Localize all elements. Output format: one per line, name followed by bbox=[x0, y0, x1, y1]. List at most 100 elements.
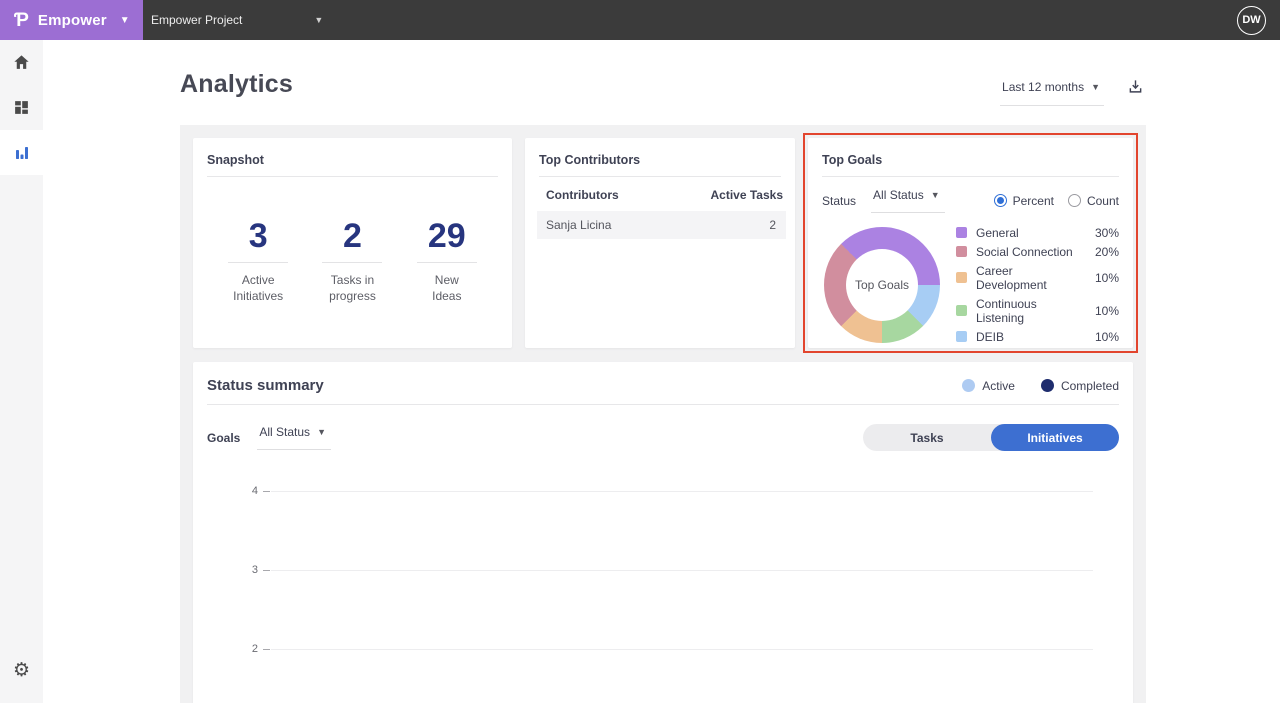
contributors-table-header: Contributors Active Tasks bbox=[525, 177, 795, 211]
chevron-down-icon: ▼ bbox=[317, 427, 326, 437]
card-title: Top Goals bbox=[822, 153, 883, 167]
contributor-row[interactable]: Sanja Licina 2 bbox=[537, 211, 786, 239]
metric-new-ideas: 29 New Ideas bbox=[416, 217, 477, 305]
top-goals-legend: General 30% Social Connection 20% Career… bbox=[956, 223, 1119, 346]
download-icon bbox=[1126, 80, 1145, 101]
sidebar-item-analytics[interactable] bbox=[0, 130, 43, 175]
top-contributors-card: Top Contributors Contributors Active Tas… bbox=[525, 138, 795, 348]
divider bbox=[207, 404, 1119, 405]
tasks-initiatives-toggle: Tasks Initiatives bbox=[863, 424, 1119, 451]
metric-active-initiatives: 3 Active Initiatives bbox=[228, 218, 289, 305]
legend-completed: Completed bbox=[1040, 379, 1119, 393]
donut-center-label: Top Goals bbox=[854, 277, 910, 292]
chart-gridline-row: 2 bbox=[207, 643, 1093, 655]
legend-item: Continuous Listening 10% bbox=[956, 294, 1119, 327]
chart-gridline-row: 4 bbox=[207, 485, 1093, 497]
home-icon bbox=[12, 53, 31, 72]
divider bbox=[228, 261, 289, 263]
legend-dot-completed bbox=[1040, 379, 1054, 392]
top-goals-donut: Top Goals bbox=[824, 226, 940, 343]
goals-label: Goals bbox=[207, 430, 241, 445]
radio-percent[interactable]: Percent bbox=[993, 193, 1054, 208]
legend-item: General 30% bbox=[956, 223, 1119, 242]
sidebar-item-home[interactable] bbox=[0, 40, 43, 85]
download-button[interactable] bbox=[1126, 78, 1145, 102]
contributor-active-tasks: 2 bbox=[769, 218, 776, 232]
snapshot-card: Snapshot 3 Active Initiatives 2 bbox=[193, 138, 512, 348]
status-label: Status bbox=[822, 193, 857, 208]
column-header: Active Tasks bbox=[710, 188, 784, 202]
y-axis-tick-label: 3 bbox=[251, 564, 258, 576]
legend-swatch bbox=[956, 227, 967, 238]
snapshot-metrics: 3 Active Initiatives 2 Tasks in progress bbox=[193, 177, 512, 305]
top-goals-card: Top Goals Status All Status ▼ Percent bbox=[808, 138, 1133, 348]
chevron-down-icon: ▼ bbox=[119, 14, 130, 26]
main-content: Analytics Last 12 months ▼ Snapshot 3 bbox=[43, 40, 1280, 703]
legend-swatch bbox=[956, 305, 967, 316]
project-selector[interactable]: Empower Project ▼ bbox=[143, 0, 323, 40]
radio-label: Count bbox=[1086, 193, 1119, 208]
sidebar-item-dashboard[interactable] bbox=[0, 85, 43, 130]
legend-item: Social Connection 20% bbox=[956, 242, 1119, 261]
radio-unselected-icon bbox=[1067, 194, 1081, 207]
page-header: Analytics Last 12 months ▼ bbox=[43, 40, 1280, 106]
toggle-tasks[interactable]: Tasks bbox=[910, 430, 944, 445]
status-legend: Active Completed bbox=[962, 379, 1119, 393]
status-filter-value: All Status bbox=[873, 188, 924, 202]
gear-icon: ⚙ bbox=[12, 660, 31, 681]
section-title: Status summary bbox=[207, 377, 324, 394]
gridline bbox=[271, 648, 1093, 650]
status-summary-controls: Goals All Status ▼ Tasks Initiatives bbox=[193, 405, 1133, 451]
metric-value: 29 bbox=[427, 217, 466, 255]
brand-name: Empower bbox=[37, 11, 107, 29]
brand-menu[interactable]: Ƥ Empower ▼ bbox=[0, 0, 143, 40]
chart-gridline-row: 3 bbox=[207, 564, 1093, 576]
gridline bbox=[271, 569, 1093, 571]
y-axis-tick-label: 4 bbox=[251, 485, 258, 497]
divider bbox=[822, 176, 1119, 177]
legend-swatch bbox=[956, 246, 967, 257]
chevron-down-icon: ▼ bbox=[1091, 82, 1100, 92]
sidebar-spacer bbox=[0, 175, 43, 648]
y-axis-tick-mark bbox=[263, 569, 270, 571]
date-range-selector[interactable]: Last 12 months ▼ bbox=[1000, 80, 1104, 106]
y-axis-tick-mark bbox=[263, 490, 270, 492]
status-summary-card: Status summary Active Completed Goals Al bbox=[193, 362, 1133, 703]
metric-label: Active Initiatives bbox=[233, 272, 284, 304]
status-chart-grid: 4 3 2 bbox=[207, 485, 1093, 703]
top-goals-highlight-box: Top Goals Status All Status ▼ Percent bbox=[803, 133, 1138, 353]
top-goals-body: Top Goals General 30% Social Connection bbox=[808, 213, 1133, 346]
y-axis-tick-label: 2 bbox=[251, 643, 258, 655]
radio-label: Percent bbox=[1012, 193, 1054, 208]
sidebar: ⚙ bbox=[0, 40, 43, 703]
status-filter-dropdown[interactable]: All Status ▼ bbox=[871, 188, 945, 213]
legend-swatch bbox=[956, 331, 967, 342]
status-filter-value: All Status bbox=[259, 425, 311, 439]
radio-count[interactable]: Count bbox=[1067, 193, 1119, 208]
radio-selected-icon bbox=[993, 194, 1007, 207]
metric-tasks-in-progress: 2 Tasks in progress bbox=[322, 217, 383, 305]
user-avatar[interactable]: DW bbox=[1237, 5, 1266, 35]
metric-value: 2 bbox=[343, 217, 362, 255]
contributor-name: Sanja Licina bbox=[546, 218, 612, 232]
date-range-value: Last 12 months bbox=[1002, 80, 1085, 94]
legend-item: DEIB 10% bbox=[956, 327, 1119, 346]
chevron-down-icon: ▼ bbox=[930, 190, 940, 200]
top-bar: Ƥ Empower ▼ Empower Project ▼ DW bbox=[0, 0, 1280, 40]
legend-dot-active bbox=[962, 379, 976, 392]
status-summary-header: Status summary Active Completed bbox=[193, 362, 1133, 404]
metric-label: Tasks in progress bbox=[329, 272, 376, 304]
legend-swatch bbox=[956, 272, 967, 283]
legend-active: Active bbox=[962, 379, 1015, 393]
toggle-initiatives[interactable]: Initiatives bbox=[991, 424, 1119, 451]
sidebar-item-settings[interactable]: ⚙ bbox=[0, 648, 43, 693]
column-header: Contributors bbox=[546, 188, 619, 202]
card-title: Top Contributors bbox=[539, 153, 641, 167]
dashboard-icon bbox=[13, 99, 30, 116]
y-axis-tick-mark bbox=[263, 648, 270, 650]
cards-row: Snapshot 3 Active Initiatives 2 bbox=[193, 133, 1138, 353]
page-title: Analytics bbox=[180, 70, 293, 98]
legend-item: Career Development 10% bbox=[956, 261, 1119, 294]
card-title: Snapshot bbox=[207, 153, 264, 167]
goals-status-filter-dropdown[interactable]: All Status ▼ bbox=[257, 425, 331, 450]
